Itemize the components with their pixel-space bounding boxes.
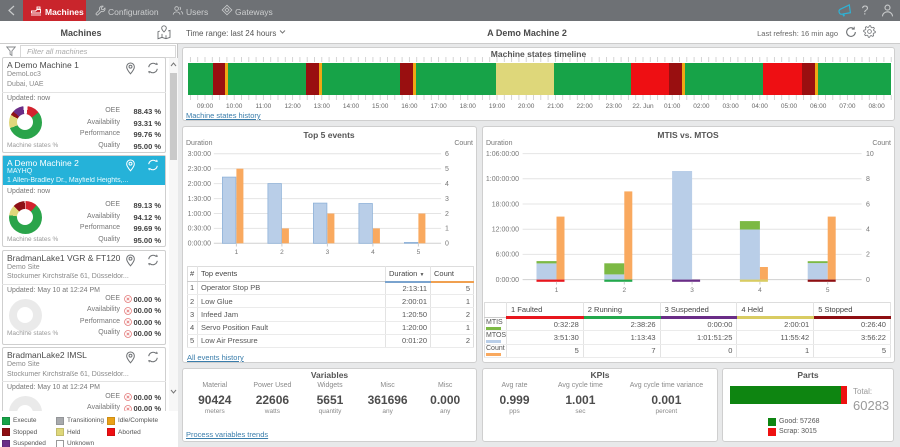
svg-text:Count: Count (454, 140, 473, 147)
svg-text:0: 0 (866, 277, 870, 284)
svg-text:12:00:00: 12:00:00 (492, 227, 519, 234)
svg-text:5: 5 (826, 287, 830, 294)
svg-text:0:00:00: 0:00:00 (188, 241, 211, 248)
svg-text:6: 6 (866, 201, 870, 208)
svg-text:Top 5 events: Top 5 events (303, 130, 355, 140)
svg-text:4: 4 (758, 287, 762, 294)
svg-text:5: 5 (445, 166, 449, 173)
svg-text:6: 6 (445, 151, 449, 158)
svg-text:10: 10 (866, 151, 874, 158)
svg-text:2:30:00: 2:30:00 (188, 166, 211, 173)
svg-text:8: 8 (866, 176, 870, 183)
svg-text:0: 0 (445, 241, 449, 248)
svg-text:Duration: Duration (486, 140, 513, 147)
svg-text:2:00:00: 2:00:00 (188, 181, 211, 188)
svg-text:0:00:00: 0:00:00 (496, 277, 519, 284)
svg-text:4: 4 (866, 227, 870, 234)
svg-text:Count: Count (872, 140, 891, 147)
svg-text:6:00:00: 6:00:00 (496, 252, 519, 259)
svg-text:3: 3 (445, 196, 449, 203)
svg-text:?: ? (862, 4, 869, 18)
svg-text:1:00:00:00: 1:00:00:00 (486, 176, 519, 183)
svg-text:3: 3 (690, 287, 694, 294)
svg-text:0:30:00: 0:30:00 (188, 226, 211, 233)
svg-text:4: 4 (445, 181, 449, 188)
svg-text:2: 2 (280, 249, 284, 256)
svg-text:1:00:00: 1:00:00 (188, 211, 211, 218)
svg-text:2: 2 (445, 211, 449, 218)
svg-text:2: 2 (866, 252, 870, 259)
svg-text:Duration: Duration (186, 140, 213, 147)
svg-text:1:30:00: 1:30:00 (188, 196, 211, 203)
svg-text:5: 5 (417, 249, 421, 256)
svg-text:18:00:00: 18:00:00 (492, 201, 519, 208)
svg-text:1: 1 (555, 287, 559, 294)
svg-text:1: 1 (445, 226, 449, 233)
svg-text:3: 3 (326, 249, 330, 256)
svg-text:3:00:00: 3:00:00 (188, 151, 211, 158)
svg-text:1: 1 (235, 249, 239, 256)
svg-text:1:06:00:00: 1:06:00:00 (486, 151, 519, 158)
svg-text:2: 2 (622, 287, 626, 294)
svg-text:4: 4 (371, 249, 375, 256)
svg-text:MTIS vs. MTOS: MTIS vs. MTOS (657, 130, 719, 140)
